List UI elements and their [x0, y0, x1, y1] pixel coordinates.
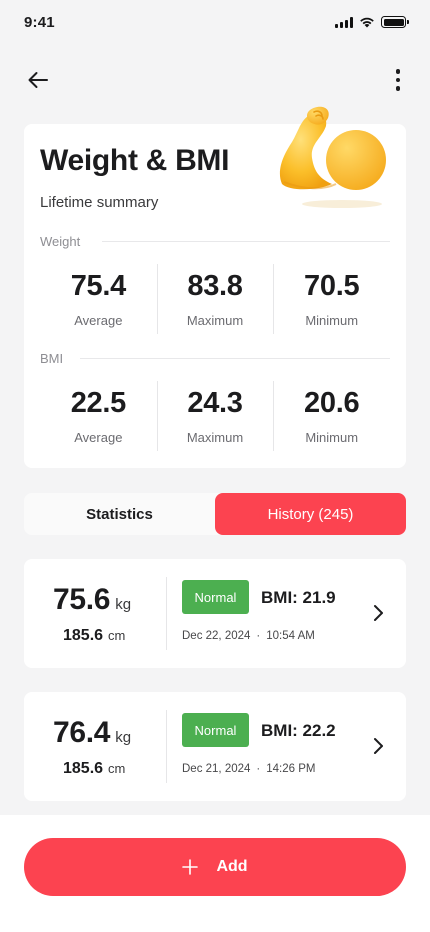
weight-maximum: 83.8 Maximum — [156, 264, 274, 340]
stat-label: Average — [74, 430, 123, 445]
height-value: 185.6 — [63, 760, 104, 777]
plus-icon — [182, 859, 199, 875]
divider — [166, 710, 167, 783]
bmi-minimum: 20.6 Minimum — [273, 381, 390, 457]
stat-label: Maximum — [186, 430, 244, 445]
bottom-action-panel: Add — [0, 815, 430, 932]
add-button-label: Add — [216, 858, 248, 875]
height-value: 185.6 — [63, 627, 104, 644]
status-bar: 9:41 — [0, 0, 430, 44]
history-date: Dec 21, 2024 — [182, 763, 251, 775]
bmi-average: 22.5 Average — [40, 381, 157, 457]
stat-value: 22.5 — [70, 387, 127, 419]
separator: · — [256, 763, 261, 775]
history-height: 185.6 cm — [63, 627, 125, 645]
history-timestamp: Dec 22, 2024 · 10:54 AM — [182, 630, 315, 642]
stat-label: Minimum — [305, 313, 359, 328]
divider — [80, 358, 390, 359]
page-title: Weight & BMI — [40, 144, 230, 177]
history-time: 14:26 PM — [266, 763, 316, 775]
tab-history[interactable]: History (245) — [215, 493, 406, 535]
weight-value: 75.6 — [53, 583, 111, 616]
history-list-item[interactable]: 75.6 kg 185.6 cm Normal BMI: 21.9 Dec 22… — [24, 559, 406, 668]
weight-average: 75.4 Average — [40, 264, 157, 340]
wifi-icon — [360, 17, 374, 28]
summary-subtitle: Lifetime summary — [40, 194, 159, 211]
more-vertical-icon — [395, 69, 401, 74]
stat-label: Minimum — [305, 430, 359, 445]
stat-value: 20.6 — [304, 387, 360, 419]
segmented-tabs: Statistics History (245) — [24, 493, 406, 535]
flexed-bicep-illustration — [279, 106, 386, 208]
bmi-value: BMI: 22.2 — [261, 721, 336, 740]
weight-stats: 75.4 Average 83.8 Maximum 70.5 Minimum — [40, 264, 390, 340]
history-height: 185.6 cm — [63, 760, 125, 778]
divider — [102, 241, 390, 242]
history-measurements: 75.6 kg 185.6 cm — [24, 559, 166, 668]
bmi-section-label: BMI — [40, 351, 64, 366]
bmi-value: BMI: 21.9 — [261, 588, 336, 607]
back-arrow-icon — [28, 72, 48, 88]
divider — [166, 577, 167, 650]
history-timestamp: Dec 21, 2024 · 14:26 PM — [182, 763, 316, 775]
weight-value: 76.4 — [53, 716, 111, 749]
stat-label: Average — [74, 313, 123, 328]
weight-section-label: Weight — [40, 234, 81, 249]
weight-minimum: 70.5 Minimum — [273, 264, 390, 340]
battery-icon — [381, 16, 409, 28]
cellular-signal-icon — [335, 16, 353, 28]
history-list-item[interactable]: 76.4 kg 185.6 cm Normal BMI: 22.2 Dec 21… — [24, 692, 406, 801]
back-button[interactable] — [22, 66, 54, 94]
history-time: 10:54 AM — [266, 630, 315, 642]
status-time: 9:41 — [24, 13, 55, 31]
tab-statistics[interactable]: Statistics — [86, 505, 153, 523]
status-badge: Normal — [182, 713, 249, 747]
summary-card: Weight & BMI Lifetime summary Weight 75.… — [24, 106, 406, 468]
stat-label: Maximum — [186, 313, 244, 328]
history-date: Dec 22, 2024 — [182, 630, 251, 642]
chevron-right-icon[interactable] — [372, 736, 384, 756]
status-icons — [335, 16, 409, 28]
bmi-stats: 22.5 Average 24.3 Maximum 20.6 Minimum — [40, 381, 390, 457]
history-weight: 76.4 kg — [53, 716, 131, 750]
history-weight: 75.6 kg — [53, 583, 131, 617]
chevron-right-icon[interactable] — [372, 603, 384, 623]
separator: · — [256, 630, 261, 642]
status-badge: Normal — [182, 580, 249, 614]
add-button[interactable]: Add — [24, 838, 406, 896]
height-unit: cm — [108, 761, 126, 776]
weight-unit: kg — [115, 596, 132, 613]
bmi-maximum: 24.3 Maximum — [156, 381, 274, 457]
weight-unit: kg — [115, 729, 132, 746]
nav-bar — [0, 60, 430, 100]
history-measurements: 76.4 kg 185.6 cm — [24, 692, 166, 801]
more-options-button[interactable] — [388, 66, 408, 94]
height-unit: cm — [108, 628, 126, 643]
stat-value: 83.8 — [187, 270, 243, 302]
stat-value: 24.3 — [187, 387, 243, 419]
stat-value: 75.4 — [70, 270, 127, 302]
stat-value: 70.5 — [304, 270, 360, 302]
